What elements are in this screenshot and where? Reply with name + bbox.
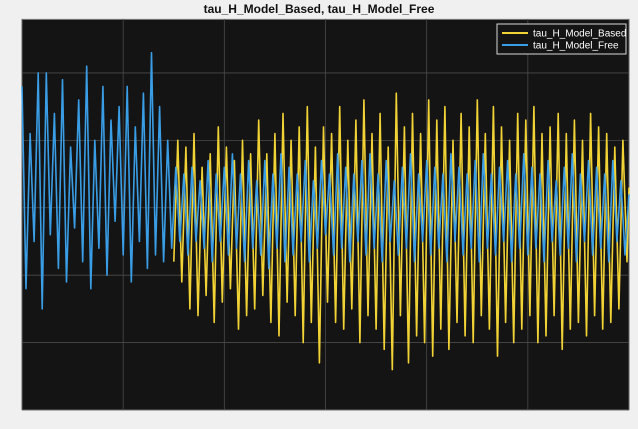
- legend: tau_H_Model_Based tau_H_Model_Free: [496, 23, 627, 55]
- y-tick-label: 5: [12, 203, 18, 215]
- chart-title: tau_H_Model_Based, tau_H_Model_Free: [203, 2, 435, 16]
- y-tick-label: 0: [12, 270, 18, 282]
- legend-label-model-free: tau_H_Model_Free: [533, 41, 619, 52]
- series-lines: [21, 51, 630, 371]
- y-tick-label: -5: [8, 338, 18, 350]
- x-tick-label: 0: [19, 413, 25, 425]
- legend-label-model-based: tau_H_Model_Based: [533, 29, 626, 40]
- x-tick-label: 10: [117, 413, 129, 425]
- tick-labels: 0 10 20 30 40 50 60 -10 -5 0 5 10 15: [2, 68, 635, 425]
- x-tick-label: 50: [522, 413, 534, 425]
- x-tick-label: 60: [623, 413, 635, 425]
- series-line-model-free: [21, 51, 630, 310]
- y-tick-label: 15: [6, 68, 18, 80]
- y-tick-label: -10: [2, 405, 18, 417]
- x-tick-label: 40: [421, 413, 433, 425]
- y-tick-label: 10: [6, 135, 18, 147]
- x-tick-label: 20: [218, 413, 230, 425]
- x-tick-label: 30: [319, 413, 331, 425]
- legend-box: [496, 23, 627, 55]
